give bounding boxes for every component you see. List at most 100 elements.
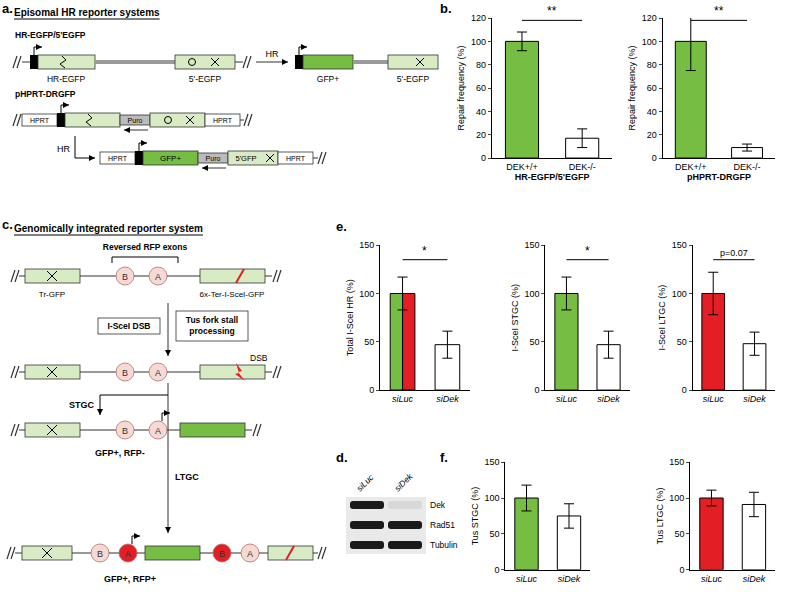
- svg-text:20: 20: [647, 130, 657, 140]
- svg-text:HR: HR: [57, 144, 70, 154]
- svg-text:B: B: [97, 549, 103, 559]
- svg-text:6x-Ter-I-SceI-GFP: 6x-Ter-I-SceI-GFP: [200, 290, 265, 299]
- svg-text:B: B: [122, 426, 128, 436]
- svg-text:HPRT: HPRT: [30, 117, 50, 124]
- svg-text:c.: c.: [2, 217, 13, 232]
- svg-text:siLuc: siLuc: [703, 394, 725, 404]
- svg-text:100: 100: [642, 37, 657, 47]
- svg-text:*: *: [422, 244, 427, 258]
- svg-text:DEK-/-: DEK-/-: [734, 162, 761, 172]
- svg-text:80: 80: [476, 60, 486, 70]
- svg-text:I-SceI DSB: I-SceI DSB: [108, 321, 151, 331]
- svg-text:100: 100: [672, 289, 687, 299]
- svg-text:Reversed RFP exons: Reversed RFP exons: [103, 242, 188, 252]
- svg-text:Genomically integrated reporte: Genomically integrated reporter system: [14, 223, 203, 234]
- svg-text:GFP+, RFP+: GFP+, RFP+: [104, 574, 156, 584]
- svg-text:150: 150: [669, 457, 684, 467]
- svg-text:siDek: siDek: [743, 394, 766, 404]
- svg-text:100: 100: [471, 37, 486, 47]
- svg-text:GFP+: GFP+: [160, 154, 181, 163]
- svg-text:40: 40: [476, 107, 486, 117]
- svg-text:HPRT: HPRT: [286, 155, 306, 162]
- svg-text:100: 100: [669, 493, 684, 503]
- svg-text:50: 50: [530, 337, 540, 347]
- svg-text:Puro: Puro: [128, 117, 143, 124]
- svg-text:DSB: DSB: [250, 353, 268, 363]
- svg-text:0: 0: [481, 153, 486, 163]
- svg-text:80: 80: [647, 60, 657, 70]
- svg-text:GFP+: GFP+: [317, 74, 339, 84]
- svg-text:150: 150: [525, 240, 540, 250]
- svg-text:Tus fork stall: Tus fork stall: [186, 315, 238, 325]
- svg-text:pHPRT-DRGFP: pHPRT-DRGFP: [687, 172, 751, 182]
- svg-text:50: 50: [674, 529, 684, 539]
- svg-text:Repair frequency (%): Repair frequency (%): [456, 46, 466, 131]
- svg-text:50: 50: [364, 337, 374, 347]
- svg-text:150: 150: [672, 240, 687, 250]
- svg-text:STGC: STGC: [69, 400, 95, 410]
- svg-text:GFP+, RFP-: GFP+, RFP-: [95, 448, 145, 458]
- svg-text:siDek: siDek: [743, 574, 766, 584]
- svg-text:A: A: [155, 272, 161, 282]
- svg-text:Rad51: Rad51: [430, 520, 455, 530]
- svg-text:0: 0: [369, 385, 374, 395]
- svg-text:150: 150: [484, 457, 499, 467]
- svg-text:DEK+/+: DEK+/+: [675, 162, 707, 172]
- svg-text:b.: b.: [440, 1, 452, 16]
- svg-text:Repair frequency (%): Repair frequency (%): [627, 46, 637, 131]
- svg-text:d.: d.: [336, 450, 348, 465]
- svg-text:50: 50: [677, 337, 687, 347]
- svg-text:I-SceI LTGC (%): I-SceI LTGC (%): [657, 285, 667, 351]
- svg-text:150: 150: [359, 240, 374, 250]
- svg-text:DEK+/+: DEK+/+: [506, 162, 538, 172]
- svg-text:HR-EGFP/5'EGFP: HR-EGFP/5'EGFP: [515, 172, 590, 182]
- svg-text:100: 100: [525, 289, 540, 299]
- svg-text:I-SceI STGC (%): I-SceI STGC (%): [510, 284, 520, 352]
- svg-text:HR-EGFP: HR-EGFP: [47, 74, 86, 84]
- svg-text:**: **: [547, 4, 557, 18]
- svg-text:p=0.07: p=0.07: [720, 248, 748, 258]
- svg-text:a.: a.: [2, 1, 13, 16]
- svg-text:0: 0: [679, 565, 684, 575]
- svg-text:60: 60: [476, 83, 486, 93]
- svg-text:40: 40: [647, 107, 657, 117]
- svg-text:HR-EGFP/5'EGFP: HR-EGFP/5'EGFP: [15, 30, 86, 40]
- svg-text:0: 0: [535, 385, 540, 395]
- svg-text:Tus STGC (%): Tus STGC (%): [470, 487, 480, 546]
- svg-text:100: 100: [484, 493, 499, 503]
- svg-text:50: 50: [489, 529, 499, 539]
- svg-text:Total I-SceI HR (%): Total I-SceI HR (%): [345, 279, 355, 356]
- svg-text:f.: f.: [440, 450, 448, 465]
- svg-text:A: A: [155, 368, 161, 378]
- svg-text:siDek: siDek: [597, 394, 620, 404]
- svg-text:120: 120: [642, 13, 657, 23]
- svg-text:0: 0: [652, 153, 657, 163]
- svg-text:A: A: [125, 549, 131, 559]
- svg-text:**: **: [714, 4, 724, 18]
- svg-text:B: B: [122, 272, 128, 282]
- svg-text:HR: HR: [266, 49, 279, 59]
- svg-text:5'GFP: 5'GFP: [235, 154, 256, 163]
- svg-text:siLuc: siLuc: [701, 574, 723, 584]
- svg-text:5'-EGFP: 5'-EGFP: [189, 74, 222, 84]
- svg-text:20: 20: [476, 130, 486, 140]
- svg-text:siLuc: siLuc: [516, 574, 538, 584]
- svg-text:siLuc: siLuc: [556, 394, 578, 404]
- svg-text:Tubulin: Tubulin: [430, 540, 458, 550]
- svg-text:Tus LTGC (%): Tus LTGC (%): [655, 487, 665, 544]
- svg-text:siLuc: siLuc: [392, 394, 414, 404]
- svg-text:*: *: [585, 244, 590, 258]
- svg-text:siLuc: siLuc: [354, 472, 376, 494]
- svg-text:0: 0: [682, 385, 687, 395]
- svg-text:siDek: siDek: [436, 394, 459, 404]
- svg-text:B: B: [219, 549, 225, 559]
- svg-text:HPRT: HPRT: [213, 117, 233, 124]
- svg-text:A: A: [155, 426, 161, 436]
- svg-text:Puro: Puro: [206, 155, 221, 162]
- svg-text:0: 0: [494, 565, 499, 575]
- svg-text:Tr-GFP: Tr-GFP: [39, 290, 65, 299]
- svg-text:B: B: [122, 368, 128, 378]
- svg-text:5'-EGFP: 5'-EGFP: [397, 74, 430, 84]
- svg-text:siDek: siDek: [392, 471, 415, 494]
- svg-text:100: 100: [359, 289, 374, 299]
